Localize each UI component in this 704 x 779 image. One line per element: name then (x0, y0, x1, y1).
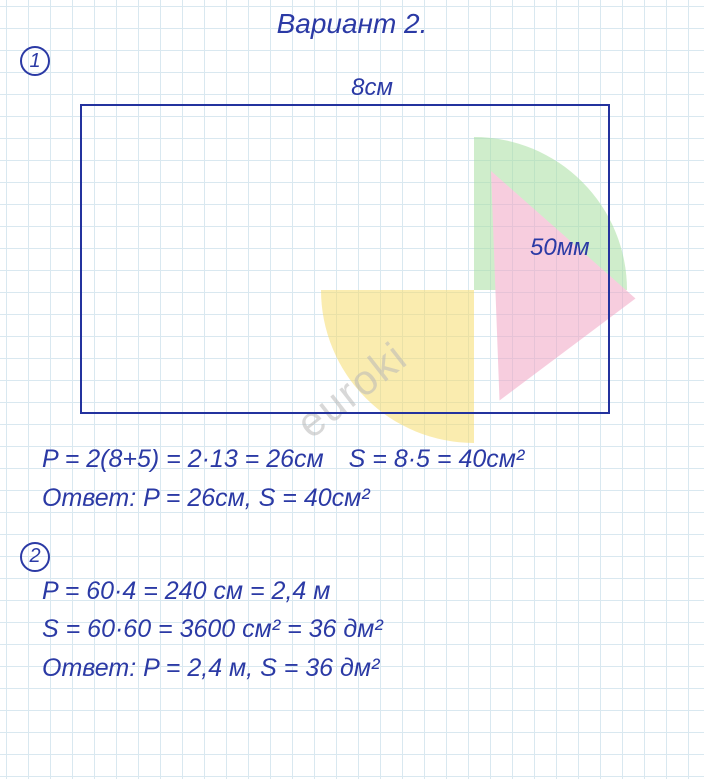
dimension-right: 50мм (530, 234, 590, 262)
p1-calc-line: P = 2(8+5) = 2·13 = 26см S = 8·5 = 40см² (42, 440, 684, 479)
rectangle-figure: 8см 50мм (60, 76, 684, 426)
p2-answer-line: Ответ: P = 2,4 м, S = 36 дм² (42, 649, 684, 688)
problem-number-badge: 2 (20, 542, 50, 572)
p2-calc-line-2: S = 60·60 = 3600 см² = 36 дм² (42, 610, 684, 649)
p1-answer-line: Ответ: P = 26см, S = 40см² (42, 479, 684, 518)
problem-number-badge: 1 (20, 46, 50, 76)
dimension-top: 8см (351, 74, 393, 102)
page-content: Вариант 2. 1 8см 50мм P = 2(8+5) = 2·13 … (0, 0, 704, 779)
problem-2: 2 (20, 542, 684, 572)
problem-1: 1 (20, 46, 684, 76)
page-title: Вариант 2. (20, 8, 684, 40)
p2-calc-line-1: P = 60·4 = 240 см = 2,4 м (42, 572, 684, 611)
